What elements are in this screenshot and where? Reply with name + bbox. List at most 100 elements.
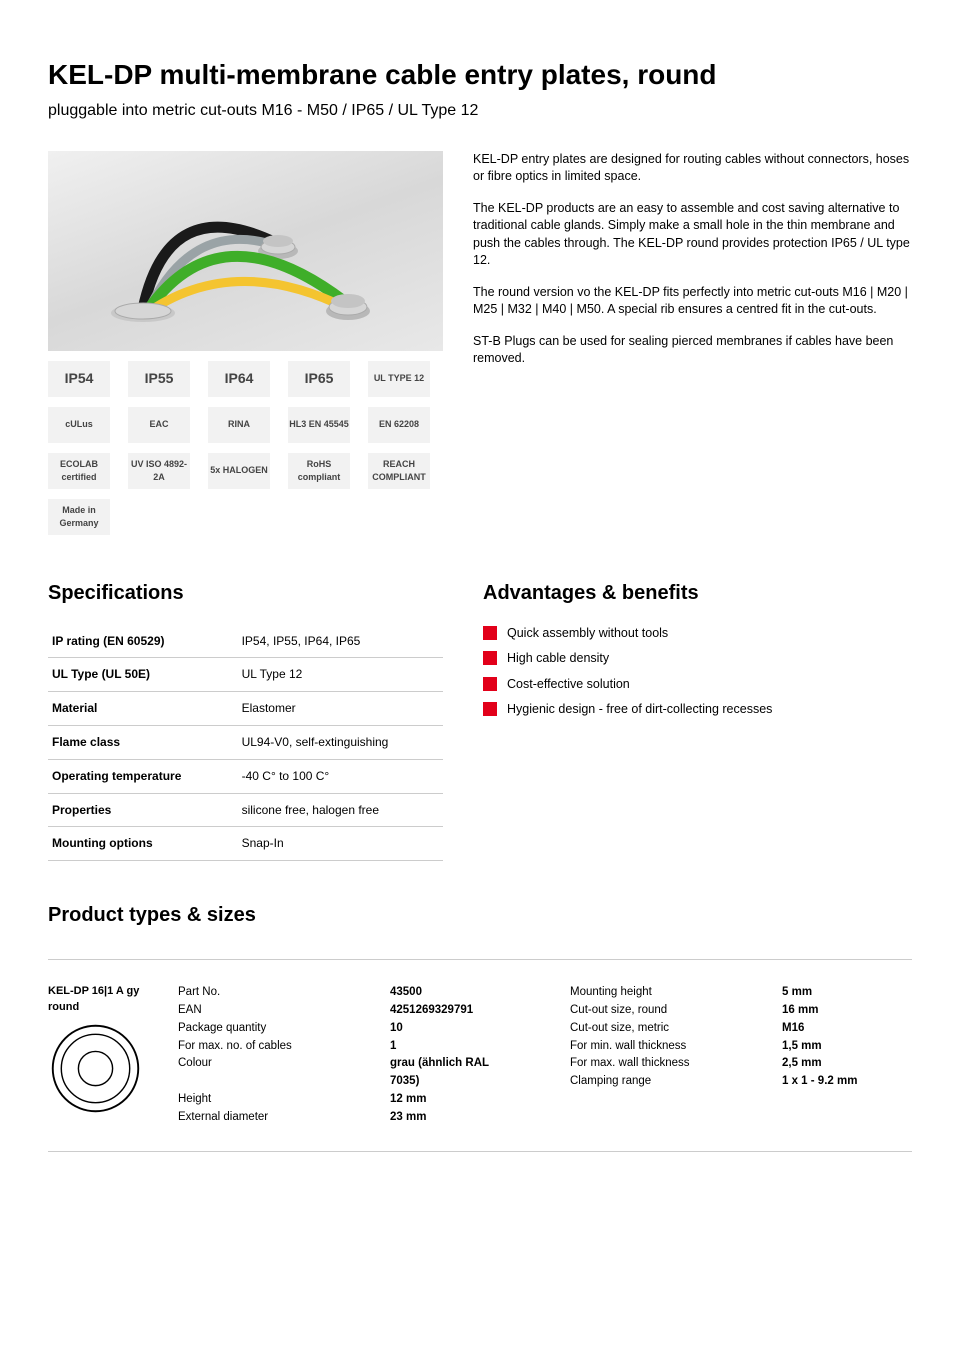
variant-data-right: Mounting height5 mmCut-out size, round16… bbox=[570, 984, 912, 1127]
spec-value: UL Type 12 bbox=[238, 658, 443, 692]
kv-key: Cut-out size, round bbox=[570, 1002, 782, 1020]
product-variant-row: KEL-DP 16|1 A gy round Part No.43500EAN4… bbox=[48, 984, 912, 1152]
variant-data-grid: Part No.43500EAN4251269329791Package qua… bbox=[178, 984, 912, 1127]
spec-key: Operating temperature bbox=[48, 759, 238, 793]
kv-key: Height bbox=[178, 1091, 390, 1109]
description-column: KEL-DP entry plates are designed for rou… bbox=[473, 151, 912, 565]
product-image bbox=[48, 151, 443, 351]
list-item: Hygienic design - free of dirt-collectin… bbox=[483, 701, 912, 719]
kv-key: Clamping range bbox=[570, 1073, 782, 1091]
kv-key: EAN bbox=[178, 1002, 390, 1020]
image-column: IP54IP55IP64IP65UL TYPE 12cULusEACRINAHL… bbox=[48, 151, 443, 565]
kv-value: 5 mm bbox=[782, 984, 912, 1002]
spec-key: Properties bbox=[48, 793, 238, 827]
variant-image-column: KEL-DP 16|1 A gy round bbox=[48, 984, 160, 1127]
kv-key: For max. no. of cables bbox=[178, 1038, 390, 1056]
certification-badge: EN 62208 bbox=[368, 407, 430, 443]
certification-badge-grid: IP54IP55IP64IP65UL TYPE 12cULusEACRINAHL… bbox=[48, 361, 443, 535]
divider bbox=[48, 959, 912, 960]
list-item: High cable density bbox=[483, 650, 912, 668]
product-illustration bbox=[48, 151, 443, 351]
table-row: MaterialElastomer bbox=[48, 692, 443, 726]
certification-badge: ECOLAB certified bbox=[48, 453, 110, 489]
table-row: Mounting optionsSnap-In bbox=[48, 827, 443, 861]
spec-key: UL Type (UL 50E) bbox=[48, 658, 238, 692]
list-item: Cost-effective solution bbox=[483, 676, 912, 694]
kv-row: Cut-out size, metricM16 bbox=[570, 1020, 912, 1038]
specifications-section: Specifications IP rating (EN 60529)IP54,… bbox=[48, 579, 443, 862]
spec-key: Flame class bbox=[48, 725, 238, 759]
description-paragraph: KEL-DP entry plates are designed for rou… bbox=[473, 151, 912, 186]
kv-row: Cut-out size, round16 mm bbox=[570, 1002, 912, 1020]
description-paragraph: The KEL-DP products are an easy to assem… bbox=[473, 200, 912, 270]
table-row: Flame classUL94-V0, self-extinguishing bbox=[48, 725, 443, 759]
intro-row: IP54IP55IP64IP65UL TYPE 12cULusEACRINAHL… bbox=[48, 151, 912, 565]
kv-row: Clamping range1 x 1 - 9.2 mm bbox=[570, 1073, 912, 1091]
page-title: KEL-DP multi-membrane cable entry plates… bbox=[48, 55, 912, 94]
kv-row: Mounting height5 mm bbox=[570, 984, 912, 1002]
spec-value: silicone free, halogen free bbox=[238, 793, 443, 827]
kv-key: Cut-out size, metric bbox=[570, 1020, 782, 1038]
spec-value: IP54, IP55, IP64, IP65 bbox=[238, 625, 443, 658]
kv-row: EAN4251269329791 bbox=[178, 1002, 520, 1020]
advantages-section: Advantages & benefits Quick assembly wit… bbox=[483, 579, 912, 862]
specifications-table: IP rating (EN 60529)IP54, IP55, IP64, IP… bbox=[48, 625, 443, 862]
kv-value: 43500 bbox=[390, 984, 520, 1002]
kv-key: For max. wall thickness bbox=[570, 1055, 782, 1073]
certification-badge: IP55 bbox=[128, 361, 190, 397]
description-paragraph: The round version vo the KEL-DP fits per… bbox=[473, 284, 912, 319]
specs-advantages-row: Specifications IP rating (EN 60529)IP54,… bbox=[48, 579, 912, 862]
certification-badge: cULus bbox=[48, 407, 110, 443]
table-row: IP rating (EN 60529)IP54, IP55, IP64, IP… bbox=[48, 625, 443, 658]
table-row: Propertiessilicone free, halogen free bbox=[48, 793, 443, 827]
kv-row: For min. wall thickness1,5 mm bbox=[570, 1038, 912, 1056]
kv-value: 2,5 mm bbox=[782, 1055, 912, 1073]
kv-row: Colourgrau (ähnlich RAL 7035) bbox=[178, 1055, 520, 1091]
kv-key: Colour bbox=[178, 1055, 390, 1091]
spec-value: -40 C° to 100 C° bbox=[238, 759, 443, 793]
table-row: Operating temperature-40 C° to 100 C° bbox=[48, 759, 443, 793]
kv-value: 12 mm bbox=[390, 1091, 520, 1109]
spec-value: Elastomer bbox=[238, 692, 443, 726]
spec-key: Mounting options bbox=[48, 827, 238, 861]
table-row: UL Type (UL 50E)UL Type 12 bbox=[48, 658, 443, 692]
spec-value: UL94-V0, self-extinguishing bbox=[238, 725, 443, 759]
kv-row: Height12 mm bbox=[178, 1091, 520, 1109]
kv-row: For max. wall thickness2,5 mm bbox=[570, 1055, 912, 1073]
kv-value: 1,5 mm bbox=[782, 1038, 912, 1056]
variant-name: KEL-DP 16|1 A gy round bbox=[48, 984, 160, 1015]
kv-value: M16 bbox=[782, 1020, 912, 1038]
kv-value: grau (ähnlich RAL 7035) bbox=[390, 1055, 520, 1091]
certification-badge: RINA bbox=[208, 407, 270, 443]
certification-badge: UV ISO 4892-2A bbox=[128, 453, 190, 489]
certification-badge: EAC bbox=[128, 407, 190, 443]
spec-key: IP rating (EN 60529) bbox=[48, 625, 238, 658]
kv-row: External diameter23 mm bbox=[178, 1109, 520, 1127]
spec-value: Snap-In bbox=[238, 827, 443, 861]
kv-key: For min. wall thickness bbox=[570, 1038, 782, 1056]
kv-value: 10 bbox=[390, 1020, 520, 1038]
kv-value: 1 bbox=[390, 1038, 520, 1056]
kv-row: Part No.43500 bbox=[178, 984, 520, 1002]
kv-key: Package quantity bbox=[178, 1020, 390, 1038]
kv-value: 4251269329791 bbox=[390, 1002, 520, 1020]
page-subtitle: pluggable into metric cut-outs M16 - M50… bbox=[48, 100, 912, 122]
specifications-heading: Specifications bbox=[48, 579, 443, 607]
spec-key: Material bbox=[48, 692, 238, 726]
kv-value: 1 x 1 - 9.2 mm bbox=[782, 1073, 912, 1091]
advantages-list: Quick assembly without tools High cable d… bbox=[483, 625, 912, 719]
certification-badge: Made in Germany bbox=[48, 499, 110, 535]
product-types-heading: Product types & sizes bbox=[48, 901, 912, 929]
kv-row: Package quantity10 bbox=[178, 1020, 520, 1038]
list-item: Quick assembly without tools bbox=[483, 625, 912, 643]
certification-badge: IP64 bbox=[208, 361, 270, 397]
certification-badge: UL TYPE 12 bbox=[368, 361, 430, 397]
certification-badge: IP65 bbox=[288, 361, 350, 397]
kv-value: 16 mm bbox=[782, 1002, 912, 1020]
description-paragraph: ST-B Plugs can be used for sealing pierc… bbox=[473, 333, 912, 368]
certification-badge: REACH COMPLIANT bbox=[368, 453, 430, 489]
kv-value: 23 mm bbox=[390, 1109, 520, 1127]
certification-badge: 5x HALOGEN bbox=[208, 453, 270, 489]
kv-key: Part No. bbox=[178, 984, 390, 1002]
certification-badge: IP54 bbox=[48, 361, 110, 397]
